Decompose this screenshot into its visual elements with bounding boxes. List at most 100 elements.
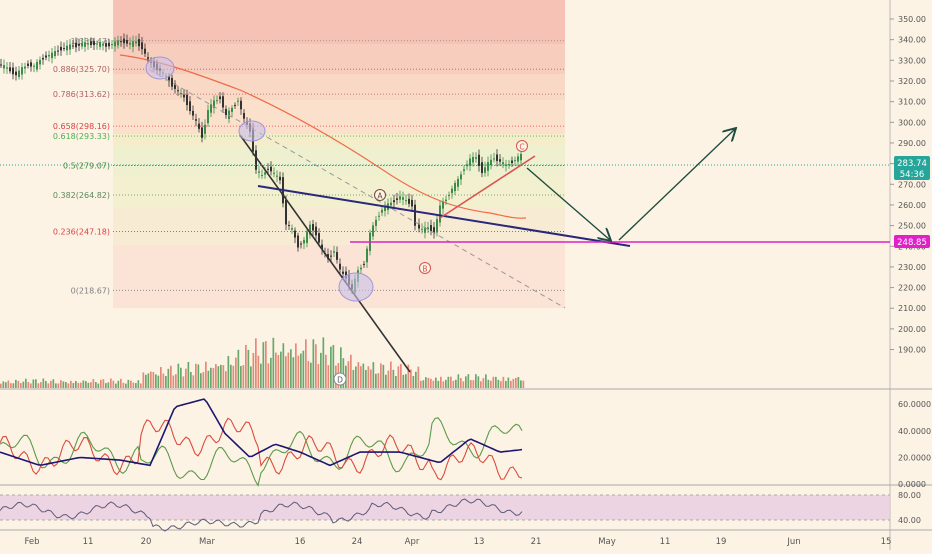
candle-body xyxy=(460,174,462,180)
fib-zone xyxy=(113,208,565,245)
price-axis-label: 260.00 xyxy=(898,201,926,210)
candle-body xyxy=(439,205,441,223)
volume-bar xyxy=(365,369,367,388)
volume-bar xyxy=(422,380,425,388)
fib-zones xyxy=(113,0,565,308)
volume-bar xyxy=(460,378,462,388)
volume-bar xyxy=(152,372,155,388)
candle-body xyxy=(457,178,459,187)
volume-bar xyxy=(210,367,212,388)
volume-bar xyxy=(52,379,55,388)
candle-body xyxy=(270,166,272,172)
volume-bar xyxy=(92,379,95,388)
candle-body xyxy=(342,271,344,274)
volume-bar xyxy=(485,374,487,388)
candle-body xyxy=(514,160,516,162)
volume-bar xyxy=(125,383,127,388)
volume-bar xyxy=(520,380,522,388)
volume-bar xyxy=(0,383,2,388)
volume-bar xyxy=(380,363,382,388)
candle-body xyxy=(3,65,5,69)
volume-bar xyxy=(65,381,67,388)
volume-bar xyxy=(180,367,182,388)
volume-bar xyxy=(342,358,345,388)
candle-body xyxy=(90,41,92,46)
volume-bar xyxy=(272,337,275,388)
time-axis-label: 11 xyxy=(660,537,671,547)
candle-body xyxy=(57,50,59,52)
volume-bar xyxy=(352,369,355,388)
volume-bar xyxy=(307,360,310,388)
candle-body xyxy=(384,206,386,211)
candle-body xyxy=(141,42,143,50)
candle-body xyxy=(345,271,347,279)
volume-bar xyxy=(292,357,295,388)
volume-bar xyxy=(417,366,420,388)
candle-body xyxy=(430,225,432,232)
volume-bar xyxy=(375,373,377,388)
candle-body xyxy=(285,199,287,225)
candle-body xyxy=(105,43,107,47)
candle-body xyxy=(399,196,401,200)
candle-body xyxy=(517,156,519,162)
volume-bar xyxy=(502,376,505,388)
volume-bar xyxy=(322,337,325,388)
candle-body xyxy=(93,41,95,46)
volume-bar xyxy=(315,344,317,388)
volume-bar xyxy=(265,341,267,388)
time-axis-label: 20 xyxy=(141,537,152,547)
volume-bar xyxy=(470,380,472,388)
candle-body xyxy=(418,223,420,229)
time-axis-label: 24 xyxy=(352,537,363,547)
moving-average-line xyxy=(119,54,527,219)
volume-bar xyxy=(162,373,165,388)
candle-body xyxy=(87,43,89,45)
candle-body xyxy=(442,202,444,209)
volume-bar xyxy=(122,382,125,388)
projection-arrow xyxy=(526,167,610,240)
candle-body xyxy=(321,244,323,250)
candle-body xyxy=(478,154,480,167)
candle-body xyxy=(171,77,173,87)
candle-body xyxy=(496,154,498,161)
candle-body xyxy=(72,45,74,47)
volume-bar xyxy=(80,382,82,388)
volume-bar xyxy=(385,374,387,388)
candle-body xyxy=(174,83,176,89)
rsi-axis-label: 40.00 xyxy=(898,516,921,525)
volume-bar xyxy=(167,368,170,388)
candle-body xyxy=(54,51,56,57)
candle-body xyxy=(114,41,116,47)
candle-body xyxy=(36,61,38,70)
candle-body xyxy=(192,110,194,116)
volume-bar xyxy=(77,382,80,388)
candle-body xyxy=(18,70,20,78)
price-axis-label: 330.00 xyxy=(898,56,926,65)
wave-label-marker xyxy=(419,262,431,274)
dmi-panel xyxy=(0,398,523,487)
volume-bar xyxy=(130,380,132,388)
volume-bar xyxy=(330,346,332,388)
volume-bars xyxy=(0,337,525,388)
candle-body xyxy=(69,44,71,50)
volume-bar xyxy=(37,383,40,388)
price-axis-label: 320.00 xyxy=(898,77,926,86)
volume-bar xyxy=(405,374,407,388)
candle-body xyxy=(448,195,450,197)
candle-body xyxy=(339,263,341,270)
volume-bar xyxy=(430,378,432,388)
volume-bar xyxy=(82,380,85,388)
candle-body xyxy=(372,225,374,237)
candle-body xyxy=(210,104,212,113)
volume-bar xyxy=(30,383,32,388)
candle-body xyxy=(487,162,489,171)
fib-zone xyxy=(113,0,565,44)
volume-bar xyxy=(427,377,430,388)
fib-level-label: 0.236(247.18) xyxy=(53,227,110,236)
volume-bar xyxy=(507,377,510,388)
dmi-axis-label: 0.0000 xyxy=(898,480,926,489)
fib-level-label: 0(218.67) xyxy=(71,286,110,295)
volume-bar xyxy=(227,355,230,388)
